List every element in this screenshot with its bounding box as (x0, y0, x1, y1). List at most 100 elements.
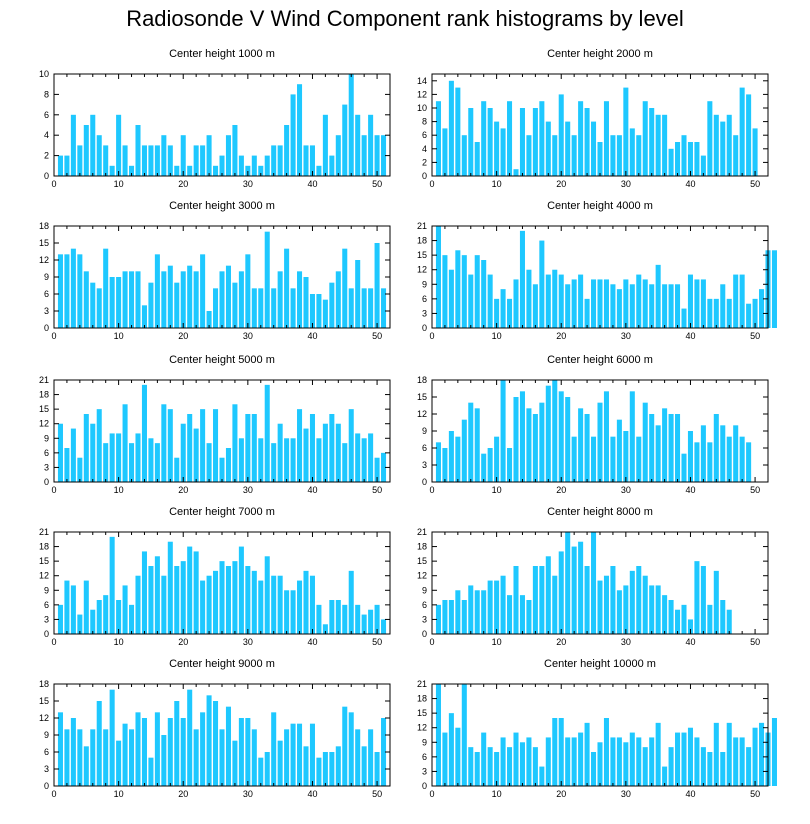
bar (603, 101, 609, 176)
bar (720, 425, 726, 482)
bar (96, 288, 102, 328)
bar (649, 585, 655, 634)
bar (642, 101, 648, 176)
y-tick-label: 12 (417, 265, 427, 275)
y-tick-label: 9 (422, 279, 427, 289)
bar (64, 580, 70, 634)
bar (284, 125, 290, 176)
bar (448, 600, 454, 634)
x-tick-label: 40 (307, 637, 317, 647)
bar (752, 727, 758, 786)
y-tick-label: 12 (39, 419, 49, 429)
bar (733, 274, 739, 328)
bar (597, 580, 603, 634)
bar (771, 718, 777, 786)
bar (154, 712, 160, 786)
bar (733, 135, 739, 176)
bar (90, 282, 96, 328)
bar (532, 284, 538, 328)
bar (161, 575, 167, 634)
bar (707, 604, 713, 634)
y-tick-label: 4 (44, 130, 49, 140)
x-tick-label: 0 (51, 637, 56, 647)
bar (96, 409, 102, 482)
bar (494, 436, 500, 482)
bar (726, 436, 732, 482)
x-tick-label: 40 (307, 789, 317, 799)
bar (161, 271, 167, 328)
bar (238, 271, 244, 328)
bar (597, 742, 603, 786)
bar (303, 428, 309, 482)
bar (70, 718, 76, 786)
bar (558, 94, 564, 176)
panel-title: Center height 5000 m (169, 354, 275, 366)
y-tick-label: 6 (44, 110, 49, 120)
x-tick-label: 30 (621, 637, 631, 647)
bar (675, 142, 681, 176)
x-tick-label: 20 (178, 331, 188, 341)
bar (746, 747, 752, 786)
bar (552, 269, 558, 328)
bar (148, 282, 154, 328)
bar (206, 443, 212, 482)
bar (519, 595, 525, 634)
bar (96, 600, 102, 634)
y-tick-label: 12 (417, 409, 427, 419)
bar (219, 155, 225, 176)
x-tick-label: 40 (685, 789, 695, 799)
bar (219, 729, 225, 786)
bar (284, 438, 290, 482)
y-tick-label: 18 (39, 542, 49, 552)
bar (655, 585, 661, 634)
bar (752, 298, 758, 328)
bar (96, 135, 102, 176)
x-tick-label: 30 (621, 331, 631, 341)
bar (610, 737, 616, 786)
bar (322, 114, 328, 176)
bar (720, 600, 726, 634)
bar (322, 423, 328, 482)
bar (526, 269, 532, 328)
bar (442, 255, 448, 328)
bar (148, 757, 154, 786)
bar (83, 580, 89, 634)
bar (636, 566, 642, 634)
y-tick-label: 21 (39, 375, 49, 385)
chart-panel-7: Center height 8000 m 0 3 6 9 12 15 18 21 0 10 20 30 4… (417, 506, 769, 647)
x-tick-label: 20 (178, 637, 188, 647)
y-tick-label: 6 (422, 600, 427, 610)
bar (468, 108, 474, 176)
bar (513, 169, 519, 176)
y-tick-label: 2 (44, 151, 49, 161)
y-tick-label: 2 (422, 157, 427, 167)
bar (167, 409, 173, 482)
x-tick-label: 10 (492, 331, 502, 341)
bar (316, 294, 322, 328)
bar (57, 254, 63, 328)
bar (322, 299, 328, 328)
x-tick-label: 0 (429, 789, 434, 799)
bar (694, 142, 700, 176)
x-tick-label: 50 (372, 179, 382, 189)
y-tick-label: 6 (44, 448, 49, 458)
bar (552, 575, 558, 634)
bar (558, 274, 564, 328)
bar (623, 742, 629, 786)
bar (694, 737, 700, 786)
y-tick-label: 12 (39, 255, 49, 265)
x-tick-label: 10 (114, 789, 124, 799)
y-tick-label: 6 (44, 600, 49, 610)
bar (578, 101, 584, 176)
bar (603, 575, 609, 634)
y-tick-label: 21 (417, 221, 427, 231)
bar (687, 431, 693, 482)
bar (519, 108, 525, 176)
bar (442, 732, 448, 786)
bar (616, 135, 622, 176)
bar (109, 536, 115, 634)
bar (455, 87, 461, 176)
bar (435, 684, 441, 786)
chart-panel-3: Center height 4000 m 0 3 6 9 12 15 18 21 0 10 20 30 4… (417, 200, 777, 341)
y-tick-label: 15 (39, 556, 49, 566)
